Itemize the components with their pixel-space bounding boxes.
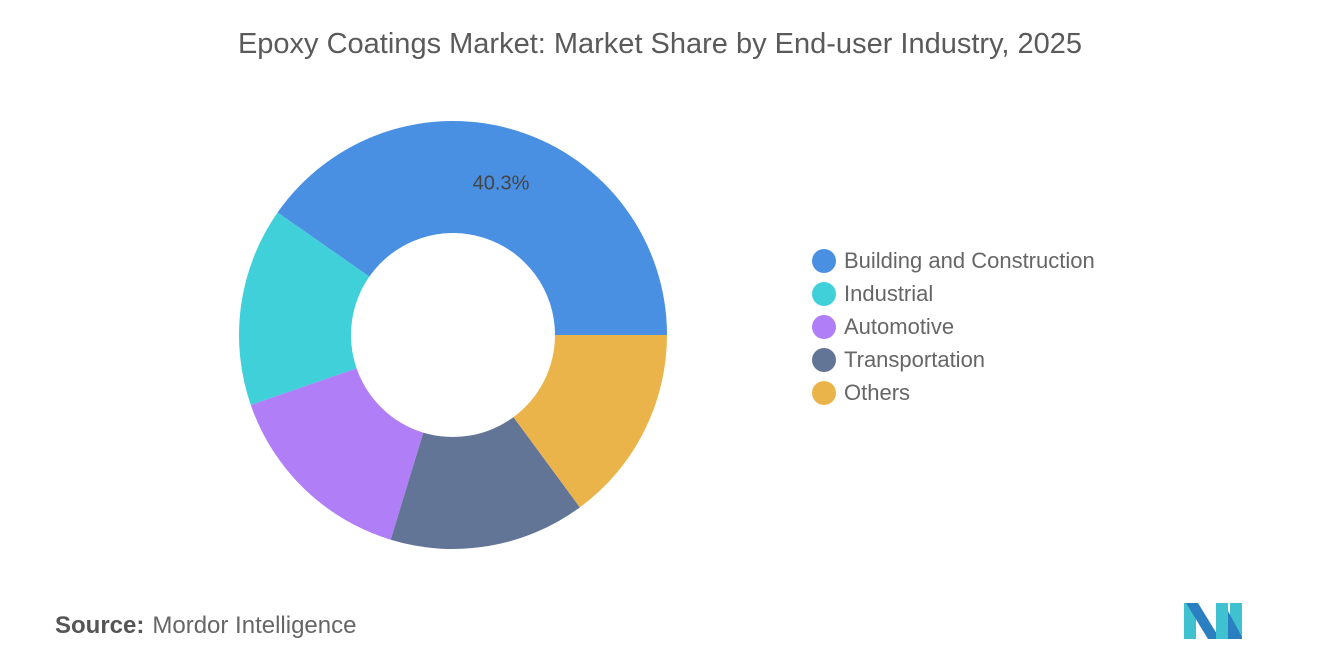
source-note: Source: Mordor Intelligence bbox=[55, 612, 356, 640]
slice-industrial bbox=[239, 212, 370, 405]
legend-swatch bbox=[812, 248, 836, 273]
source-label: Source: bbox=[55, 612, 145, 639]
source-value: Mordor Intelligence bbox=[152, 612, 357, 639]
legend-label: Automotive bbox=[844, 313, 955, 339]
chart-title: Epoxy Coatings Market: Market Share by E… bbox=[237, 28, 1083, 60]
slice-automotive bbox=[250, 368, 424, 540]
legend-swatch bbox=[812, 380, 836, 405]
legend-label: Others bbox=[844, 379, 911, 405]
mordor-logo-icon bbox=[1184, 603, 1242, 639]
legend-label: Industrial bbox=[844, 280, 934, 306]
legend-label: Transportation bbox=[844, 346, 986, 372]
legend-item: Building and Construction bbox=[812, 244, 1095, 277]
legend-label: Building and Construction bbox=[844, 247, 1095, 273]
slice-building-and-construction bbox=[277, 121, 667, 335]
slice-transportation bbox=[390, 417, 580, 549]
legend: Building and Construction Industrial Autom… bbox=[812, 244, 1095, 409]
legend-item: Transportation bbox=[812, 343, 1095, 376]
slice-others bbox=[513, 335, 667, 508]
legend-item: Industrial bbox=[812, 277, 1095, 310]
legend-swatch bbox=[812, 347, 836, 372]
legend-item: Others bbox=[812, 376, 1095, 409]
legend-item: Automotive bbox=[812, 310, 1095, 343]
data-label: 40.3% bbox=[473, 172, 530, 194]
legend-swatch bbox=[812, 314, 836, 339]
legend-swatch bbox=[812, 281, 836, 306]
